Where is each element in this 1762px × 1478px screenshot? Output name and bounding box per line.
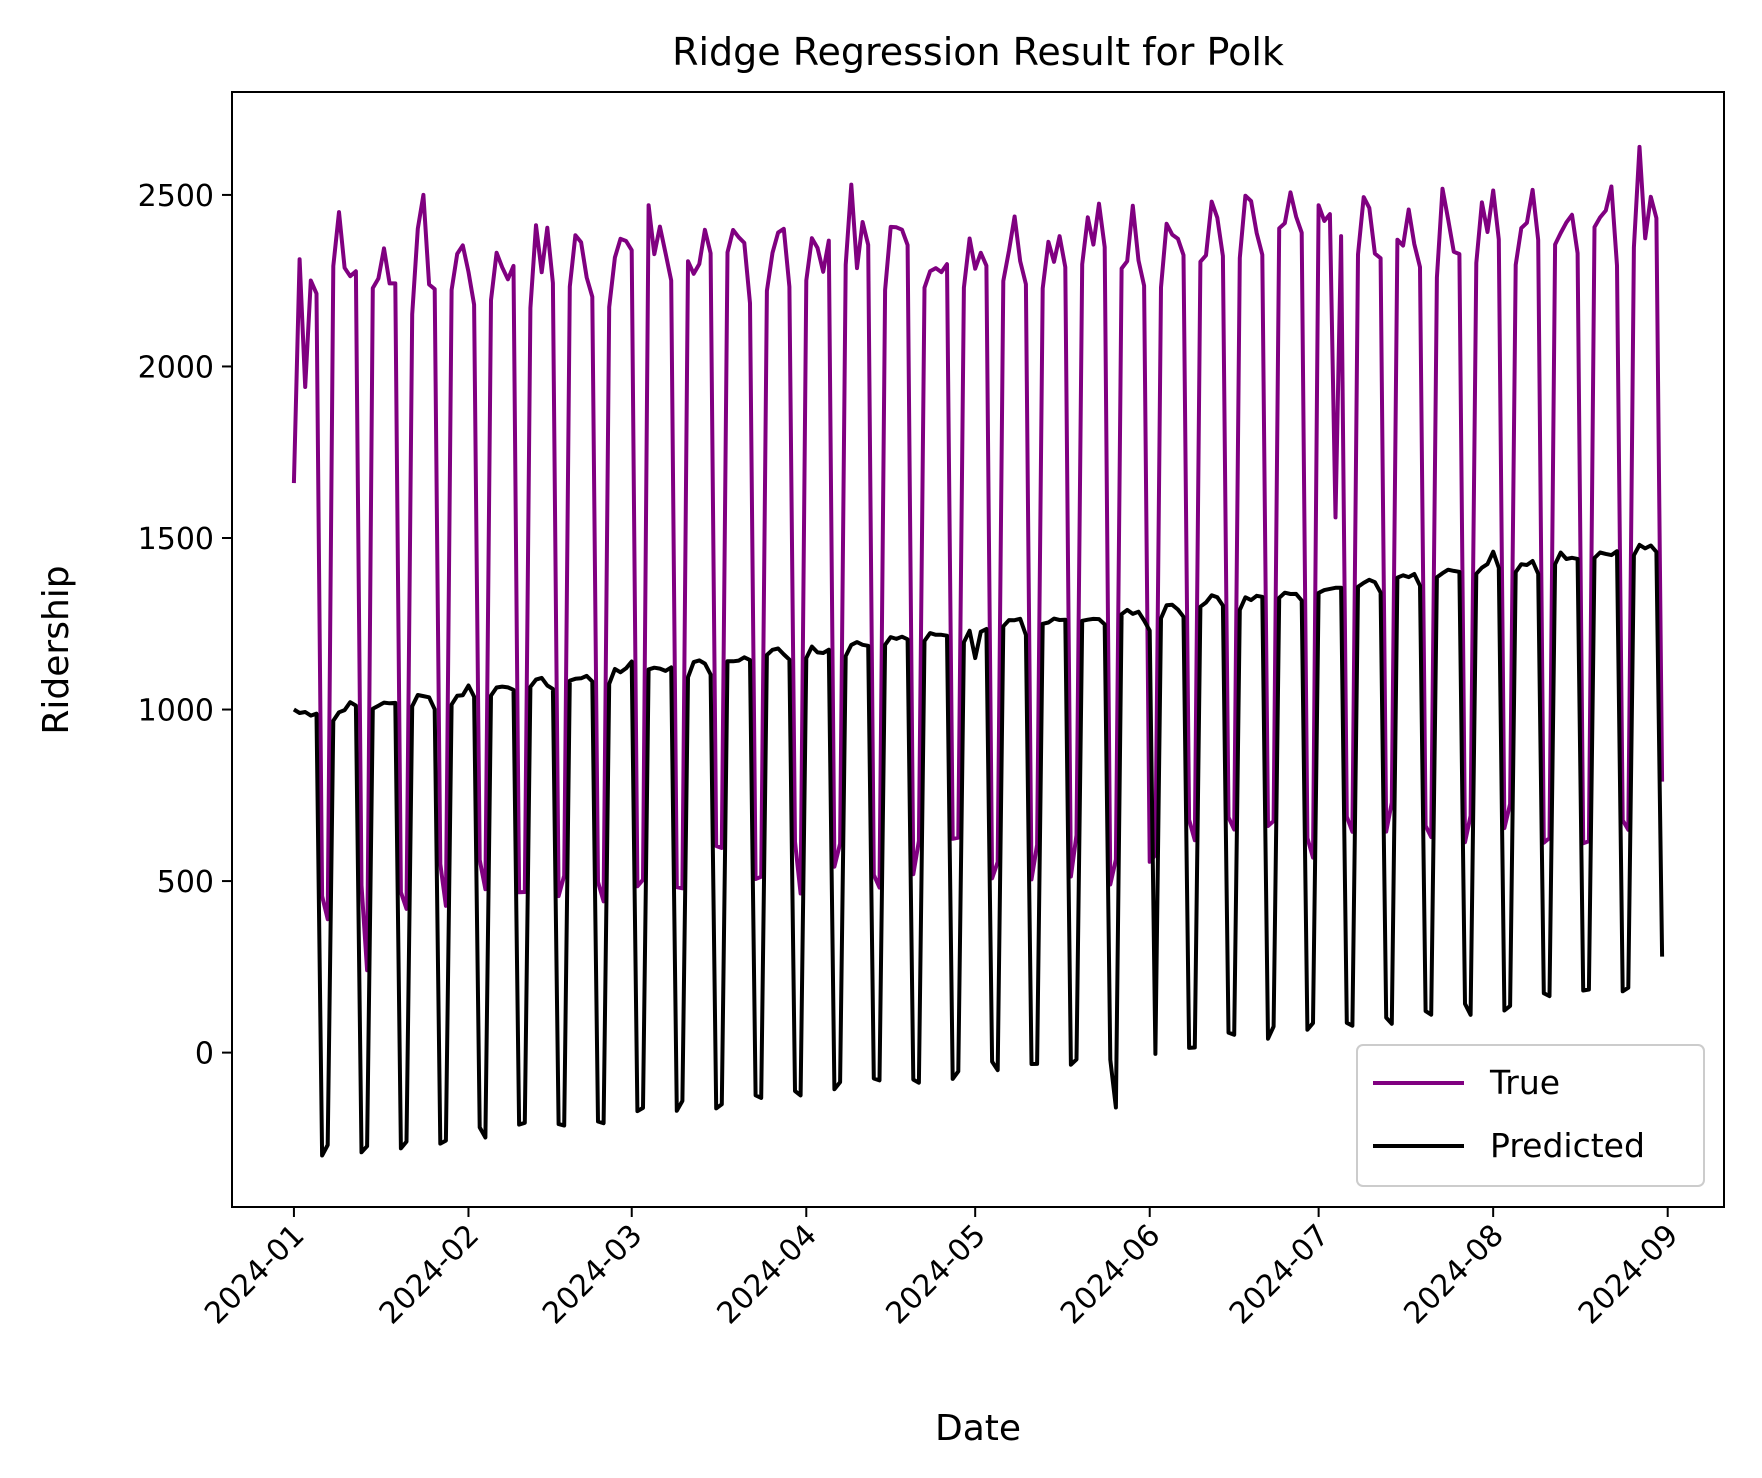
series-line-true [291,144,1665,973]
y-tick-label: 2500 [138,179,214,214]
y-tick-label: 500 [157,865,214,900]
x-axis-label: Date [935,1408,1021,1449]
y-tick-label: 1000 [138,694,214,729]
legend: True Predicted [1356,1044,1705,1187]
legend-box [1356,1044,1705,1187]
series-line-predicted [292,542,1665,1158]
y-axis-label: Ridership [36,565,77,734]
y-axis: 0 500 1000 1500 2000 2500 [138,179,232,1072]
legend-predicted-label: Predicted [1490,1126,1645,1165]
y-tick-label: 1500 [138,522,214,557]
series-layer [291,144,1665,1158]
y-tick-label: 2000 [138,350,214,385]
y-tick-label: 0 [195,1037,214,1072]
chart-title: Ridge Regression Result for Polk [672,30,1284,74]
plot-frame [231,91,1725,1208]
legend-true-label: True [1489,1063,1560,1102]
